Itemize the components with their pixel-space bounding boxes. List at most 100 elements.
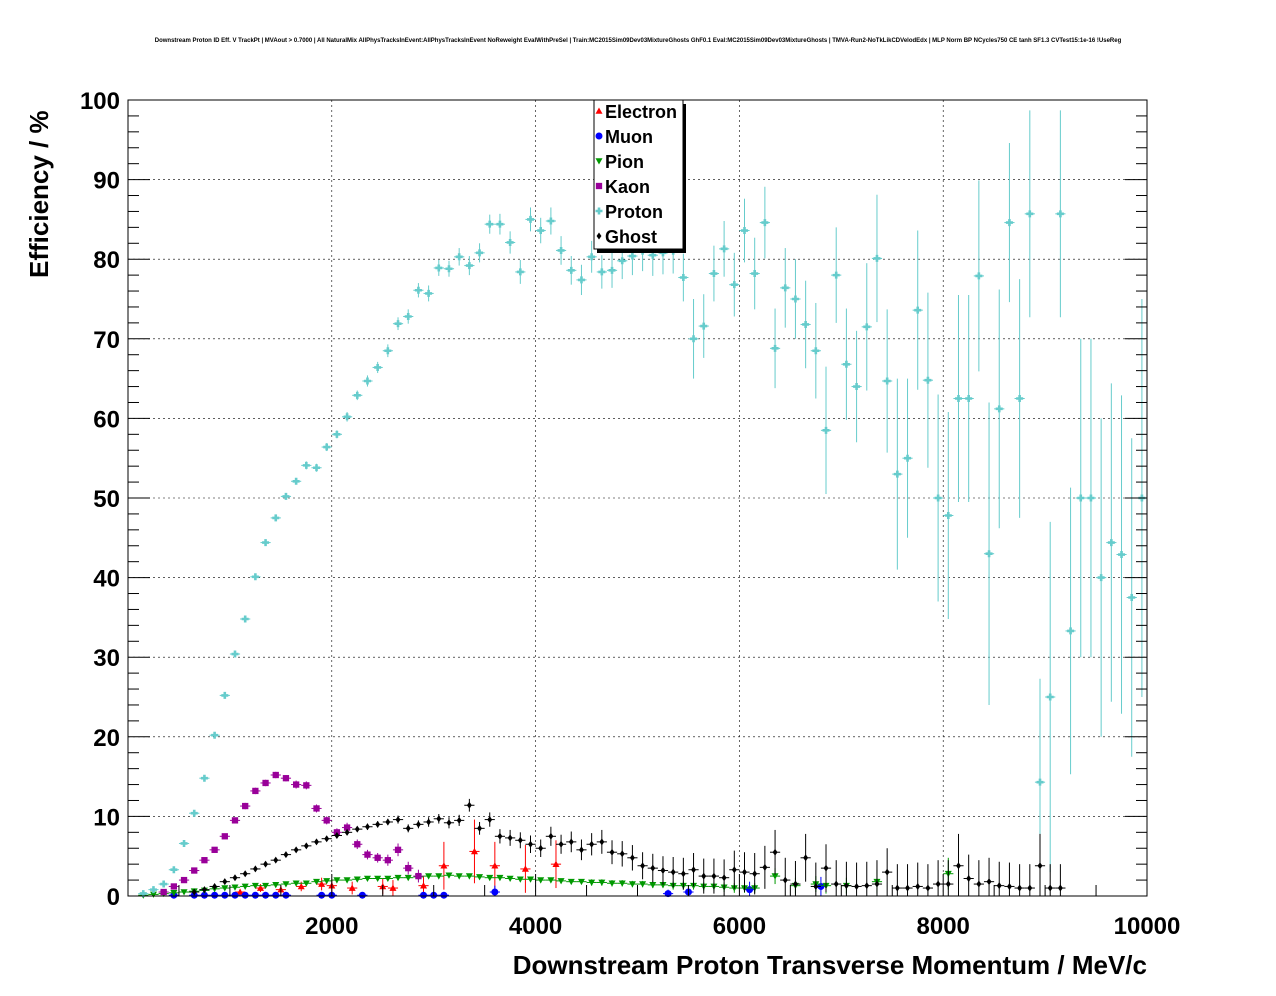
data-point — [680, 870, 686, 878]
data-point — [358, 891, 366, 899]
data-point — [425, 289, 433, 297]
data-point — [711, 872, 717, 880]
data-point — [303, 782, 310, 789]
series-muon — [168, 876, 827, 899]
data-point — [567, 266, 575, 274]
y-tick-label: 90 — [93, 168, 120, 195]
data-point — [873, 254, 881, 262]
data-point — [496, 874, 504, 882]
data-point — [628, 252, 636, 260]
data-point — [823, 864, 829, 872]
data-point — [956, 862, 961, 870]
legend-marker — [595, 182, 603, 190]
data-point — [354, 841, 361, 848]
data-point — [905, 884, 910, 892]
data-point — [251, 891, 259, 899]
data-point — [1077, 494, 1085, 502]
y-tick-label: 80 — [93, 247, 120, 274]
data-point — [1016, 395, 1024, 402]
data-point — [303, 842, 309, 850]
data-point — [557, 246, 565, 254]
data-point — [944, 512, 952, 520]
data-point — [954, 395, 962, 402]
x-tick-label: 10000 — [1114, 913, 1181, 940]
data-point — [1107, 539, 1115, 547]
data-point — [353, 876, 361, 883]
x-tick-label: 4000 — [509, 913, 562, 940]
data-point — [160, 880, 168, 888]
legend-entry-pion: Pion — [595, 152, 644, 172]
y-tick-label: 10 — [93, 804, 120, 831]
data-point — [353, 391, 361, 399]
series-proton — [138, 110, 1147, 898]
data-point — [670, 868, 676, 876]
data-point — [537, 227, 545, 235]
data-point — [598, 268, 606, 276]
data-point — [854, 882, 860, 890]
data-point — [262, 539, 270, 547]
data-point — [1057, 884, 1063, 892]
data-point — [628, 881, 636, 888]
legend-entry-ghost: Ghost — [596, 227, 657, 247]
legend-label: Electron — [605, 102, 677, 122]
data-point — [374, 854, 381, 861]
legend-marker — [595, 107, 603, 114]
data-point — [384, 875, 392, 882]
series-kaon — [158, 771, 424, 896]
data-point — [742, 868, 747, 876]
data-point — [762, 863, 768, 871]
data-point — [211, 846, 218, 853]
data-point — [1037, 862, 1043, 870]
data-point — [343, 413, 351, 421]
data-point — [528, 840, 533, 848]
data-point — [599, 838, 605, 846]
data-point — [690, 335, 698, 343]
data-point — [853, 383, 861, 391]
data-point — [833, 880, 839, 888]
data-point — [231, 891, 239, 899]
data-point — [874, 880, 880, 888]
data-point — [547, 877, 555, 884]
data-point — [440, 891, 448, 899]
x-tick-label: 2000 — [305, 913, 358, 940]
data-point — [273, 856, 279, 864]
data-point — [486, 874, 494, 882]
data-point — [649, 251, 657, 259]
data-point — [236, 888, 244, 895]
data-point — [314, 838, 319, 846]
data-point — [618, 257, 626, 265]
data-point — [435, 264, 443, 272]
data-point — [263, 860, 269, 868]
data-point — [629, 854, 635, 862]
data-point — [986, 878, 992, 886]
data-point — [415, 820, 421, 828]
data-point — [395, 816, 401, 824]
legend-marker — [595, 207, 603, 215]
data-point — [426, 818, 432, 826]
data-point — [466, 801, 472, 809]
data-point — [292, 880, 300, 887]
data-point — [415, 872, 422, 880]
data-point — [394, 846, 402, 853]
data-point — [221, 833, 228, 840]
data-point — [344, 828, 350, 836]
data-point — [618, 880, 626, 887]
data-point — [935, 880, 941, 888]
data-point — [252, 865, 258, 873]
y-tick-label: 60 — [93, 406, 120, 433]
y-tick-label: 20 — [93, 725, 120, 752]
x-tick-label: 6000 — [713, 913, 766, 940]
data-point — [282, 881, 290, 888]
data-point — [863, 323, 871, 331]
data-point — [1097, 574, 1105, 582]
data-point — [710, 270, 718, 278]
y-tick-label: 30 — [93, 645, 120, 672]
data-point — [262, 882, 270, 890]
data-point — [649, 882, 657, 889]
data-point — [405, 864, 412, 872]
data-point — [639, 881, 647, 888]
data-point — [363, 875, 371, 882]
data-point — [822, 426, 830, 434]
data-point — [180, 889, 188, 896]
legend-entry-muon: Muon — [595, 127, 653, 147]
